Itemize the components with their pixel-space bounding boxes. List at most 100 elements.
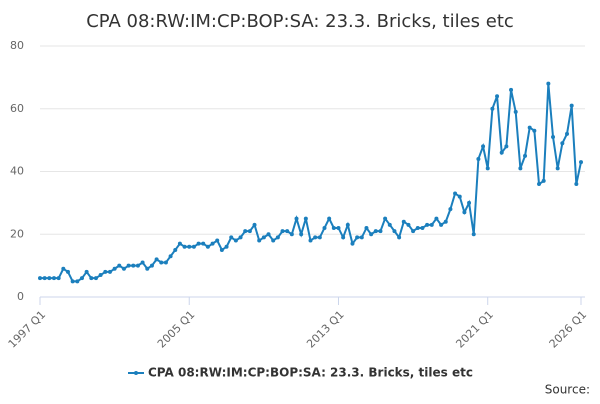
data-point [75,279,80,284]
data-point [439,222,444,227]
data-point [51,276,56,281]
data-point [196,241,201,246]
data-point [168,254,173,259]
legend-label: CPA 08:RW:IM:CP:BOP:SA: 23.3. Bricks, ti… [148,366,473,380]
data-point [327,216,332,221]
data-point [579,160,583,165]
data-point [490,106,495,111]
data-point [462,210,467,215]
data-point [350,241,355,246]
data-point [219,247,224,252]
data-point [145,266,150,271]
data-point [140,260,145,265]
data-point [471,232,476,237]
data-point [406,222,411,227]
x-tick-label: 2021 Q1 [453,308,496,351]
data-point [215,238,220,243]
data-point [149,263,154,268]
data-point [364,225,369,230]
data-point [238,235,243,240]
series-line [40,83,582,283]
legend-marker [134,371,138,375]
data-point [280,229,285,234]
data-point [308,238,313,243]
data-point [322,225,327,230]
data-point [84,269,89,274]
data-point [551,134,556,139]
data-point [485,166,490,171]
data-point [336,225,341,230]
data-point [117,263,122,268]
data-point [532,128,537,133]
data-point [121,266,126,271]
data-point [341,235,346,240]
data-point [261,235,266,240]
data-point [476,156,481,161]
x-tick-label: 2026 Q1 [547,308,590,351]
data-point [205,244,210,249]
data-point [373,229,378,234]
data-point [191,244,196,249]
data-point [299,232,304,237]
data-point [112,266,117,271]
data-point [65,269,70,274]
data-point [42,276,47,281]
data-point [481,144,486,149]
data-point [537,182,542,187]
data-point [107,269,112,274]
data-point [266,232,271,237]
data-point [331,225,336,230]
data-point [569,103,574,108]
data-point [89,276,94,281]
data-point [285,229,290,234]
data-point [555,166,560,171]
data-point [401,219,406,224]
data-point [434,216,439,221]
x-tick-label: 2005 Q1 [155,308,198,351]
data-point [93,276,98,281]
data-point [509,87,514,92]
data-point [313,235,318,240]
data-point [163,260,168,265]
data-point [369,232,374,237]
data-point [560,141,565,146]
data-point [303,216,308,221]
y-tick-label: 0 [17,290,24,303]
data-point [182,244,187,249]
data-point [378,229,383,234]
data-point [173,247,178,252]
data-point [70,279,75,284]
data-point [47,276,52,281]
data-point [383,216,388,221]
x-tick-label: 2013 Q1 [304,308,347,351]
data-point [126,263,131,268]
data-point [210,241,215,246]
y-tick-label: 20 [10,227,24,240]
data-point [387,222,392,227]
data-point [257,238,262,243]
data-point [443,219,448,224]
data-point [247,229,252,234]
data-point [397,235,402,240]
y-tick-label: 80 [10,39,24,52]
data-point [229,235,234,240]
data-point [495,94,500,99]
data-point [135,263,140,268]
data-point [457,194,462,199]
data-point [420,225,425,230]
data-point [448,207,453,212]
data-point [252,222,257,227]
y-tick-label: 40 [10,165,24,178]
data-point [233,238,238,243]
data-point [574,182,579,187]
data-point [355,235,360,240]
data-point [317,235,322,240]
data-point [518,166,523,171]
data-point [392,229,397,234]
data-point [201,241,206,246]
data-point [159,260,164,265]
data-point [38,276,42,281]
y-tick-label: 60 [10,102,24,115]
data-point [61,266,66,271]
